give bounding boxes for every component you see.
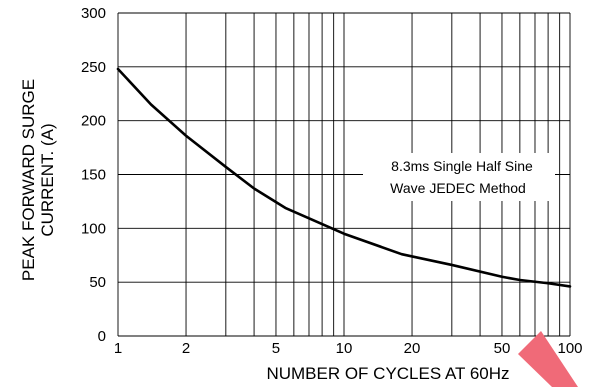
x-tick-label: 5 <box>272 340 280 357</box>
series-layer <box>116 67 572 288</box>
x-tick-label: 100 <box>557 340 582 357</box>
y-tick-label: 50 <box>89 274 106 291</box>
x-tick-label: 1 <box>114 340 122 357</box>
x-tick-label: 50 <box>494 340 511 357</box>
x-tick-label: 20 <box>404 340 421 357</box>
y-tick-label: 200 <box>81 113 106 130</box>
annotation-line-2: Wave JEDEC Method <box>390 180 526 196</box>
y-tick-label: 100 <box>81 220 106 237</box>
highlight-marker <box>518 331 578 387</box>
x-axis-title: NUMBER OF CYCLES AT 60Hz <box>266 364 509 383</box>
y-tick-label: 150 <box>81 167 106 184</box>
y-tick-label: 0 <box>98 328 106 345</box>
y-axis-title-line-1: PEAK FORWARD SURGE <box>19 79 38 281</box>
y-tick-label: 250 <box>81 59 106 76</box>
x-tick-label: 10 <box>336 340 353 357</box>
y-axis-title: PEAK FORWARD SURGE CURRENT. (A) <box>19 79 57 281</box>
y-axis-title-line-2: CURRENT. (A) <box>38 123 57 236</box>
series-line <box>116 67 572 288</box>
y-tick-label: 300 <box>81 5 106 22</box>
x-tick-label: 2 <box>182 340 190 357</box>
annotation-line-1: 8.3ms Single Half Sine <box>391 158 533 174</box>
annotation-background <box>363 153 555 201</box>
annotation-box: 8.3ms Single Half Sine Wave JEDEC Method <box>363 153 555 201</box>
tick-labels: 1 2 5 10 20 50 100 0 50 100 150 200 250 300 <box>81 5 583 357</box>
